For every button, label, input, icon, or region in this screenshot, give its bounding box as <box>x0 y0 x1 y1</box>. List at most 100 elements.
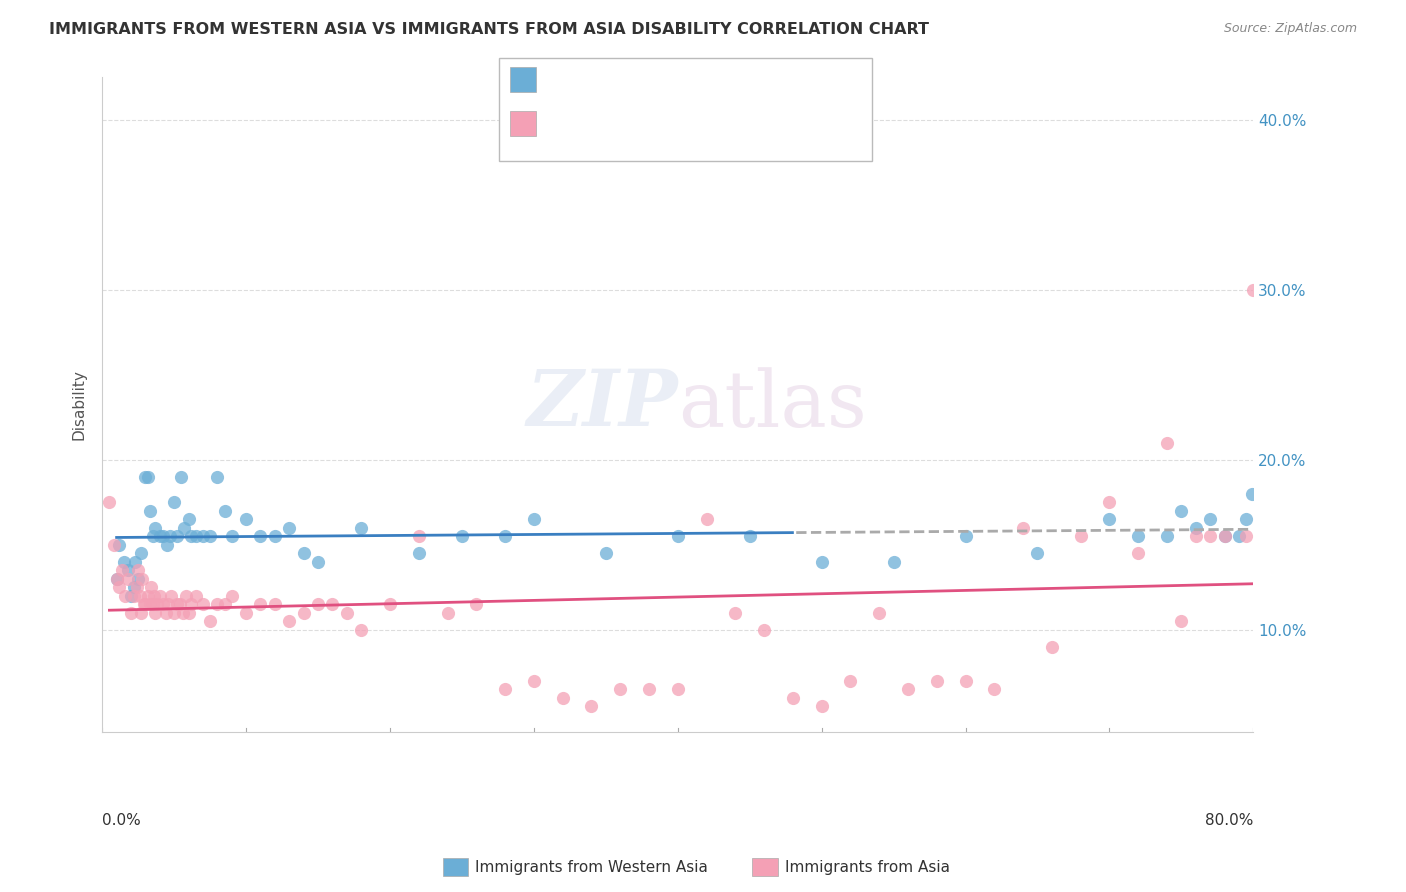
Point <box>146 597 169 611</box>
Point <box>169 597 191 611</box>
Point <box>1199 529 1222 543</box>
Point <box>108 538 131 552</box>
Point <box>1128 529 1150 543</box>
Point <box>180 597 202 611</box>
Point <box>278 615 301 629</box>
Point <box>810 699 832 714</box>
Point <box>221 589 243 603</box>
Point <box>174 589 197 603</box>
Point <box>307 597 329 611</box>
Point <box>1128 546 1150 560</box>
Point <box>152 597 174 611</box>
Text: Immigrants from Asia: Immigrants from Asia <box>785 860 949 874</box>
Point <box>108 580 131 594</box>
Point <box>1213 529 1236 543</box>
Point <box>163 606 186 620</box>
Point <box>1070 529 1092 543</box>
Point <box>436 606 458 620</box>
Point <box>103 538 125 552</box>
Point <box>307 555 329 569</box>
Text: Immigrants from Western Asia: Immigrants from Western Asia <box>475 860 709 874</box>
Point <box>156 538 179 552</box>
Point <box>494 529 516 543</box>
Point <box>120 589 142 603</box>
Point <box>810 555 832 569</box>
Point <box>249 529 271 543</box>
Point <box>955 529 977 543</box>
Point <box>122 580 145 594</box>
Point <box>112 555 135 569</box>
Point <box>1184 521 1206 535</box>
Point <box>145 521 167 535</box>
Point <box>129 606 152 620</box>
Point <box>724 606 747 620</box>
Point <box>125 580 148 594</box>
Point <box>177 606 200 620</box>
Point <box>494 682 516 697</box>
Point <box>136 589 159 603</box>
Point <box>1098 512 1121 526</box>
Point <box>142 529 165 543</box>
Point <box>132 597 155 611</box>
Point <box>983 682 1005 697</box>
Point <box>638 682 661 697</box>
Point <box>142 597 165 611</box>
Point <box>465 597 488 611</box>
Point <box>157 597 180 611</box>
Point <box>1098 495 1121 509</box>
Point <box>925 673 948 688</box>
Point <box>134 597 156 611</box>
Point <box>105 572 128 586</box>
Point <box>1234 512 1257 526</box>
Point <box>173 521 195 535</box>
Point <box>214 597 236 611</box>
Point <box>191 597 214 611</box>
Text: 0.0%: 0.0% <box>103 814 141 829</box>
Point <box>134 470 156 484</box>
Point <box>127 563 149 577</box>
Text: R = 0.164   N =  110: R = 0.164 N = 110 <box>544 119 703 134</box>
Point <box>278 521 301 535</box>
Point <box>263 597 285 611</box>
Point <box>523 673 546 688</box>
Point <box>1012 521 1035 535</box>
Point <box>897 682 920 697</box>
Point <box>350 521 373 535</box>
Point <box>782 690 804 705</box>
Point <box>177 512 200 526</box>
Point <box>523 512 546 526</box>
Point <box>350 623 373 637</box>
Point <box>1170 615 1192 629</box>
Point <box>955 673 977 688</box>
Point <box>1234 529 1257 543</box>
Point <box>378 597 401 611</box>
Point <box>166 597 188 611</box>
Point <box>1199 512 1222 526</box>
Point <box>696 512 718 526</box>
Point <box>581 699 603 714</box>
Point <box>839 673 862 688</box>
Text: 80.0%: 80.0% <box>1205 814 1253 829</box>
Point <box>170 470 193 484</box>
Point <box>114 589 136 603</box>
Point <box>207 470 229 484</box>
Point <box>1184 529 1206 543</box>
Point <box>1156 435 1178 450</box>
Point <box>595 546 617 560</box>
Y-axis label: Disability: Disability <box>72 369 86 440</box>
Point <box>408 546 430 560</box>
Text: ZIP: ZIP <box>526 367 678 442</box>
Point <box>198 529 221 543</box>
Point <box>336 606 359 620</box>
Point <box>1240 487 1263 501</box>
Point <box>152 529 174 543</box>
Point <box>155 606 177 620</box>
Point <box>163 495 186 509</box>
Point <box>127 572 149 586</box>
Point <box>1040 640 1063 654</box>
Point <box>292 546 315 560</box>
Point <box>149 529 172 543</box>
Point <box>111 563 134 577</box>
Point <box>666 529 689 543</box>
Point <box>166 529 188 543</box>
